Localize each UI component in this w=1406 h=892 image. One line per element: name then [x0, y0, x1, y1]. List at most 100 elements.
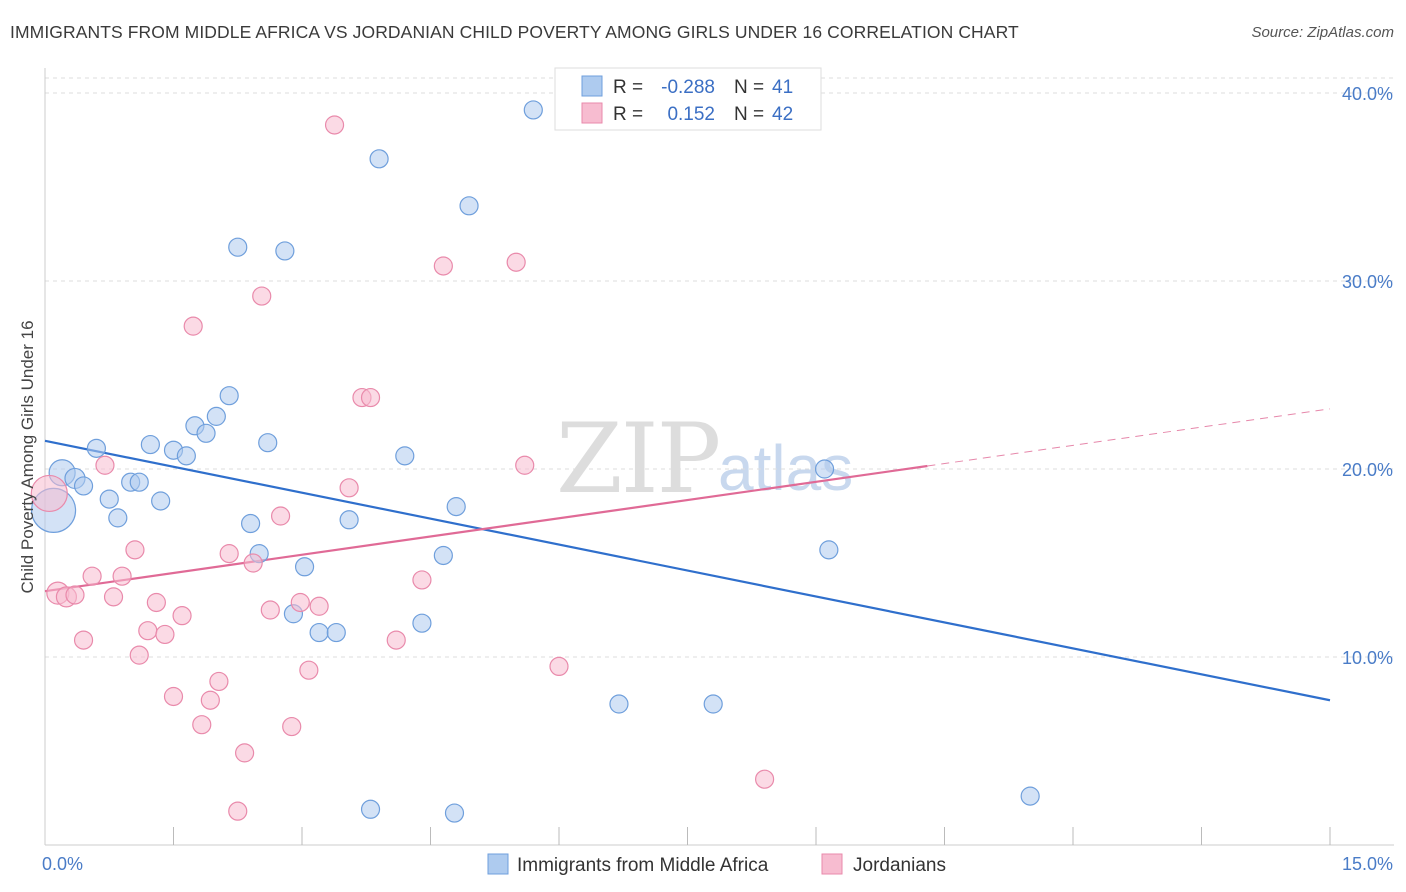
point-pink-27 [282, 716, 302, 737]
legend-r-label-blue: R = [613, 77, 643, 98]
point-blue-39 [819, 540, 839, 560]
point-pink-21 [228, 801, 248, 821]
y-tick-label-30: 30.0% [1342, 272, 1393, 292]
point-pink-20 [219, 544, 239, 564]
point-pink-0 [30, 474, 68, 513]
point-pink-18 [200, 690, 220, 710]
point-blue-35 [523, 100, 543, 120]
point-pink-3 [65, 585, 85, 605]
series-legend-label-blue: Immigrants from Middle Africa [517, 855, 769, 876]
trend-lines [44, 408, 1331, 702]
point-blue-25 [326, 622, 346, 643]
point-blue-37 [703, 694, 723, 714]
series-legend: Immigrants from Middle Africa Jordanians [487, 853, 946, 876]
point-blue-18 [241, 513, 261, 534]
point-pink-24 [252, 286, 272, 306]
data-points [30, 100, 1040, 823]
point-pink-32 [339, 478, 359, 498]
legend-n-label-pink: N = [734, 104, 764, 125]
chart-title: IMMIGRANTS FROM MIDDLE AFRICA VS JORDANI… [10, 22, 1019, 42]
point-pink-15 [172, 606, 192, 626]
point-pink-28 [290, 592, 310, 613]
x-tick-label-min: 0.0% [42, 854, 83, 874]
point-blue-4 [86, 438, 107, 458]
trend-line-pink [44, 464, 928, 593]
point-pink-34 [360, 387, 381, 408]
point-blue-29 [395, 446, 415, 466]
axes [44, 68, 1394, 846]
point-pink-26 [270, 506, 291, 526]
legend-n-value-pink: 42 [772, 104, 793, 125]
point-pink-17 [192, 715, 212, 735]
trend-line-pink-extension [927, 408, 1331, 467]
point-pink-31 [324, 115, 345, 135]
point-blue-17 [228, 237, 248, 257]
point-pink-7 [103, 587, 124, 607]
y-tick-label-40: 40.0% [1342, 84, 1393, 104]
y-tick-label-20: 20.0% [1342, 460, 1393, 480]
point-blue-23 [294, 557, 315, 577]
point-blue-26 [339, 510, 359, 530]
point-blue-38 [814, 459, 835, 479]
point-pink-8 [112, 566, 132, 586]
point-pink-13 [155, 624, 175, 645]
point-blue-10 [151, 491, 171, 511]
point-pink-23 [243, 553, 263, 573]
point-blue-15 [206, 406, 226, 426]
point-blue-28 [369, 149, 389, 169]
correlation-legend: R = -0.288 N = 41 R = 0.152 N = 42 [554, 67, 822, 131]
point-blue-14 [196, 423, 216, 443]
point-pink-40 [549, 656, 569, 677]
legend-swatch-blue [581, 75, 603, 97]
point-blue-30 [412, 613, 432, 633]
point-pink-39 [515, 455, 535, 475]
legend-n-value-blue: 41 [772, 77, 793, 98]
point-pink-14 [163, 686, 184, 707]
point-blue-12 [176, 446, 196, 466]
point-blue-32 [444, 803, 465, 823]
point-pink-35 [386, 630, 406, 650]
point-pink-10 [129, 645, 149, 665]
point-pink-36 [412, 570, 432, 590]
point-pink-9 [125, 540, 145, 560]
watermark-zip: ZIP [556, 403, 719, 515]
legend-swatch-pink [581, 102, 603, 124]
point-pink-5 [82, 566, 102, 586]
series-legend-swatch-blue [487, 853, 509, 875]
y-axis-title: Child Poverty Among Girls Under 16 [18, 320, 37, 593]
point-pink-6 [95, 455, 115, 475]
legend-r-value-blue: -0.288 [661, 77, 715, 98]
point-pink-41 [754, 769, 775, 789]
point-pink-12 [146, 592, 166, 613]
point-blue-36 [609, 694, 629, 714]
point-pink-22 [235, 743, 255, 763]
point-blue-16 [219, 386, 239, 406]
legend-r-value-pink: 0.152 [667, 104, 715, 125]
series-legend-label-pink: Jordanians [853, 855, 946, 876]
tick-labels: 10.0% 20.0% 30.0% 40.0% 0.0% 15.0% [42, 84, 1393, 874]
point-pink-38 [506, 252, 526, 272]
point-pink-25 [260, 600, 280, 620]
point-pink-11 [138, 621, 158, 641]
x-tick-label-max: 15.0% [1342, 854, 1393, 874]
point-blue-20 [258, 433, 278, 453]
point-blue-21 [275, 241, 295, 261]
point-pink-30 [309, 596, 329, 616]
point-blue-27 [360, 799, 381, 819]
point-blue-8 [129, 472, 149, 492]
source-label: Source: ZipAtlas.com [1251, 24, 1394, 41]
point-blue-34 [459, 196, 479, 216]
legend-r-label-pink: R = [613, 104, 643, 125]
point-blue-3 [73, 476, 94, 496]
point-pink-37 [433, 256, 453, 276]
point-blue-5 [99, 489, 119, 509]
point-pink-29 [299, 660, 319, 680]
point-pink-4 [73, 630, 94, 650]
legend-n-label-blue: N = [734, 77, 764, 98]
trend-line-blue [44, 439, 1331, 702]
point-blue-9 [140, 434, 160, 455]
point-blue-24 [309, 622, 329, 643]
point-blue-33 [446, 497, 466, 517]
point-pink-16 [183, 316, 203, 336]
